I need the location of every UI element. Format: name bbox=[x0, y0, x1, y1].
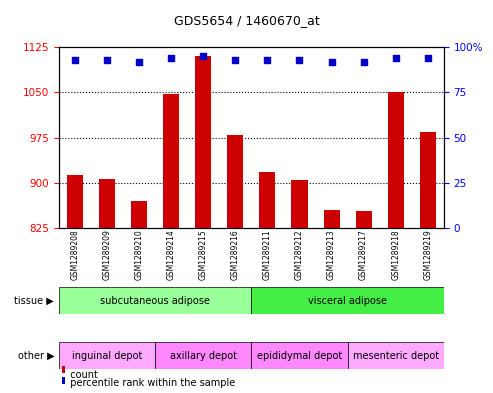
Text: subcutaneous adipose: subcutaneous adipose bbox=[101, 296, 210, 306]
Bar bbox=[62, 366, 65, 373]
Point bbox=[199, 53, 207, 59]
Point bbox=[391, 55, 399, 61]
Bar bbox=[67, 175, 83, 228]
Bar bbox=[348, 342, 444, 369]
Point bbox=[231, 57, 239, 63]
Bar bbox=[420, 132, 436, 228]
Text: GDS5654 / 1460670_at: GDS5654 / 1460670_at bbox=[174, 15, 319, 28]
Point bbox=[263, 57, 271, 63]
Bar bbox=[163, 94, 179, 228]
Point bbox=[295, 57, 303, 63]
Text: inguinal depot: inguinal depot bbox=[72, 351, 142, 361]
Point bbox=[359, 59, 367, 65]
Bar bbox=[387, 92, 404, 228]
Bar bbox=[291, 180, 308, 228]
Point bbox=[103, 57, 111, 63]
Point bbox=[167, 55, 176, 61]
Bar bbox=[259, 172, 276, 228]
Text: epididymal depot: epididymal depot bbox=[257, 351, 342, 361]
Point bbox=[71, 57, 79, 63]
Point bbox=[135, 59, 143, 65]
Text: other ▶: other ▶ bbox=[18, 351, 54, 361]
Bar bbox=[155, 342, 251, 369]
Bar bbox=[227, 134, 244, 228]
Text: count: count bbox=[64, 369, 98, 380]
Bar bbox=[195, 56, 211, 228]
Text: axillary depot: axillary depot bbox=[170, 351, 237, 361]
Bar bbox=[59, 342, 155, 369]
Bar bbox=[251, 342, 348, 369]
Text: tissue ▶: tissue ▶ bbox=[14, 296, 54, 306]
Bar bbox=[59, 287, 251, 314]
Text: mesenteric depot: mesenteric depot bbox=[352, 351, 439, 361]
Bar bbox=[251, 287, 444, 314]
Point bbox=[423, 55, 432, 61]
Bar bbox=[99, 178, 115, 228]
Text: percentile rank within the sample: percentile rank within the sample bbox=[64, 378, 235, 388]
Bar bbox=[62, 377, 65, 384]
Text: visceral adipose: visceral adipose bbox=[308, 296, 387, 306]
Point bbox=[327, 59, 335, 65]
Bar bbox=[355, 211, 372, 228]
Bar bbox=[131, 201, 147, 228]
Bar bbox=[323, 210, 340, 228]
